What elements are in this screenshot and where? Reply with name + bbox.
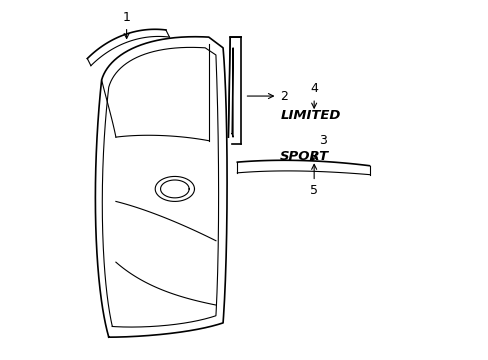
Text: SPORT: SPORT: [280, 150, 329, 163]
Text: LIMITED: LIMITED: [280, 109, 340, 122]
Text: 2: 2: [247, 90, 287, 103]
Text: 1: 1: [122, 11, 130, 39]
Text: 4: 4: [309, 82, 318, 108]
Text: 3: 3: [312, 134, 326, 161]
Text: 5: 5: [309, 165, 318, 197]
